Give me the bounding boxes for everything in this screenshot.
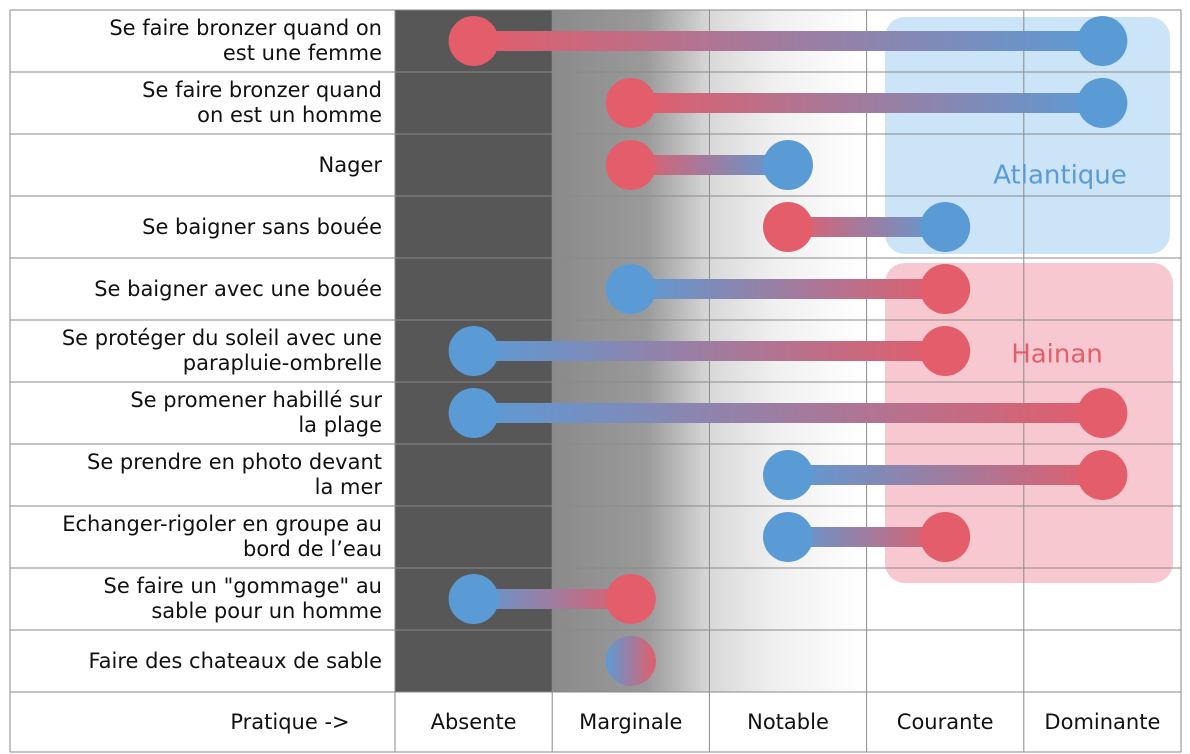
legend-label: Hainan [1011, 340, 1103, 370]
dot-atlantique [448, 326, 499, 376]
dot-hainan [448, 16, 499, 66]
dot-hainan [763, 202, 813, 252]
x-tick-label: Absente [431, 710, 517, 734]
dot-atlantique [1077, 16, 1128, 66]
x-axis-label: Pratique -> [230, 710, 349, 734]
dot-atlantique [763, 140, 813, 190]
region-box [885, 17, 1170, 254]
row-label: Echanger-rigoler en groupe au bord de l’… [62, 512, 382, 561]
row-label: Se prendre en photo devant la mer [87, 450, 382, 499]
dot-atlantique [763, 450, 813, 500]
dot-hainan [1077, 450, 1128, 500]
x-tick-label: Marginale [579, 710, 682, 734]
dot-atlantique [763, 512, 813, 562]
row-label: Se baigner avec une bouée [94, 276, 382, 301]
row-label: Se faire un "gommage" au sable pour un h… [103, 574, 382, 623]
dot-atlantique [448, 574, 499, 624]
dot-atlantique [1077, 78, 1128, 128]
dot-atlantique [920, 202, 971, 252]
dot-hainan [1077, 388, 1128, 438]
x-tick-label: Courante [897, 710, 994, 734]
x-tick-label: Dominante [1044, 710, 1160, 734]
row-label: Se baigner sans bouée [142, 214, 382, 239]
dot-atlantique [448, 388, 499, 438]
dot-hainan [920, 512, 971, 562]
row-label: Se faire bronzer quand on est une femme [109, 16, 382, 65]
row-label: Se faire bronzer quand on est un homme [142, 78, 382, 127]
dot-hainan [605, 140, 656, 190]
dot-hainan [605, 78, 656, 128]
dot-hainan [920, 326, 971, 376]
dot-hainan [605, 574, 656, 624]
row-label: Nager [318, 152, 382, 177]
dot-atlantique [605, 264, 656, 314]
row-label: Se protéger du soleil avec une parapluie… [61, 326, 382, 375]
dot-hainan [920, 264, 971, 314]
x-tick-label: Notable [747, 710, 829, 734]
legend-label: Atlantique [993, 161, 1127, 191]
dot-hainan [605, 636, 656, 686]
row-label: Faire des chateaux de sable [88, 648, 382, 673]
row-label: Se promener habillé sur la plage [130, 388, 382, 437]
